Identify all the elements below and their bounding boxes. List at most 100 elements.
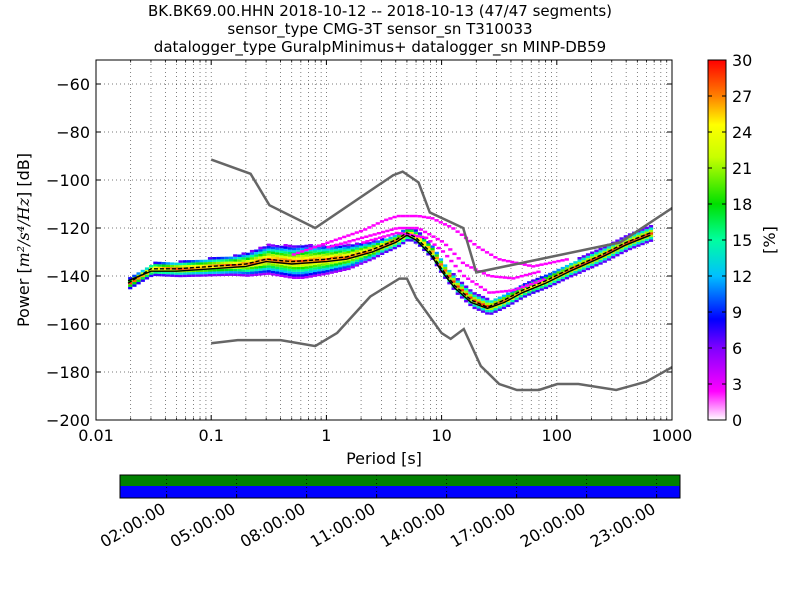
density-cell <box>321 263 326 266</box>
density-cell <box>308 275 313 278</box>
density-cell <box>329 268 334 272</box>
density-cell <box>241 264 246 267</box>
density-cell <box>304 273 309 276</box>
density-cell <box>359 243 364 246</box>
density-cell <box>258 258 263 262</box>
density-cell <box>514 297 519 300</box>
outlier-cell <box>503 289 509 293</box>
density-cell <box>577 264 582 267</box>
density-cell <box>203 271 208 275</box>
density-cell <box>506 292 511 295</box>
colorbar-tick-label: 24 <box>732 123 752 142</box>
density-cell <box>539 276 544 279</box>
density-cell <box>258 249 263 252</box>
outlier-cell <box>532 271 537 275</box>
density-cell <box>543 277 549 280</box>
density-cell <box>346 243 351 247</box>
density-cell <box>165 271 171 275</box>
density-cell <box>468 296 473 299</box>
density-cell <box>312 260 318 263</box>
density-cell <box>623 249 628 253</box>
density-cell <box>186 272 192 275</box>
density-cell <box>199 267 204 270</box>
density-cell <box>615 251 620 254</box>
density-cell <box>249 271 255 274</box>
outlier-cell <box>431 235 436 238</box>
density-cell <box>325 272 330 275</box>
outlier-cell <box>411 234 416 237</box>
density-cell <box>644 236 649 239</box>
outlier-cell <box>481 272 486 275</box>
density-cell <box>426 245 431 249</box>
density-cell <box>518 297 523 300</box>
density-cell <box>451 280 456 283</box>
outlier-cell <box>409 214 414 218</box>
density-cell <box>632 236 637 239</box>
density-cell <box>472 294 477 298</box>
outlier-cell <box>379 220 385 223</box>
outlier-cell <box>414 226 419 230</box>
density-cell <box>275 269 280 272</box>
density-cell <box>212 266 217 270</box>
density-cell <box>157 269 162 272</box>
density-cell <box>216 268 221 272</box>
density-cell <box>262 270 267 273</box>
outlier-cell <box>539 263 544 266</box>
outlier-cell <box>529 282 534 286</box>
outlier-cell <box>436 246 441 250</box>
density-cell <box>304 256 309 260</box>
density-cell <box>585 260 591 263</box>
density-cell <box>342 244 347 247</box>
density-cell <box>207 269 213 272</box>
timeline-tick-label: 17:00:00 <box>447 499 519 551</box>
density-cell <box>636 234 641 238</box>
density-cell <box>640 237 645 241</box>
density-cell <box>602 250 607 254</box>
density-cell <box>228 256 234 260</box>
density-cell <box>161 274 166 277</box>
density-cell <box>409 231 414 235</box>
outlier-cell <box>526 264 532 267</box>
density-cell <box>212 264 217 267</box>
mean-psd-line <box>127 234 651 310</box>
density-cell <box>317 264 322 267</box>
outlier-cell <box>326 246 331 249</box>
density-cell <box>485 304 490 308</box>
density-cell <box>434 254 439 257</box>
density-cell <box>384 250 389 253</box>
density-cell <box>149 272 154 275</box>
outlier-cell <box>451 227 456 230</box>
density-cell <box>417 244 423 247</box>
density-cell <box>312 267 318 270</box>
density-cell <box>275 254 280 258</box>
density-cell <box>506 302 511 305</box>
density-cell <box>199 264 204 268</box>
y-tick-label: −180 <box>46 363 90 382</box>
density-cell <box>338 259 343 263</box>
density-cell <box>262 267 267 271</box>
density-cell <box>392 234 397 238</box>
density-cell <box>140 274 145 278</box>
density-cell <box>237 256 242 260</box>
density-cell <box>640 233 645 236</box>
density-cell <box>279 262 284 265</box>
density-cell <box>518 294 523 298</box>
outlier-cell <box>440 250 446 253</box>
density-cell <box>178 272 183 275</box>
density-cell <box>212 273 217 277</box>
density-cell <box>342 263 347 267</box>
density-cell <box>627 238 633 241</box>
density-cell <box>258 263 263 266</box>
density-cell <box>359 262 364 265</box>
outlier-cell <box>385 229 390 233</box>
density-cell <box>485 300 490 303</box>
density-cell <box>220 273 225 277</box>
outlier-cell <box>466 277 471 280</box>
density-cell <box>501 299 507 302</box>
density-cell <box>350 258 355 262</box>
density-cell <box>266 253 271 256</box>
density-cell <box>602 245 607 249</box>
colorbar-tick-label: 3 <box>732 375 742 394</box>
outlier-cell <box>434 219 439 222</box>
density-cell <box>371 242 376 246</box>
